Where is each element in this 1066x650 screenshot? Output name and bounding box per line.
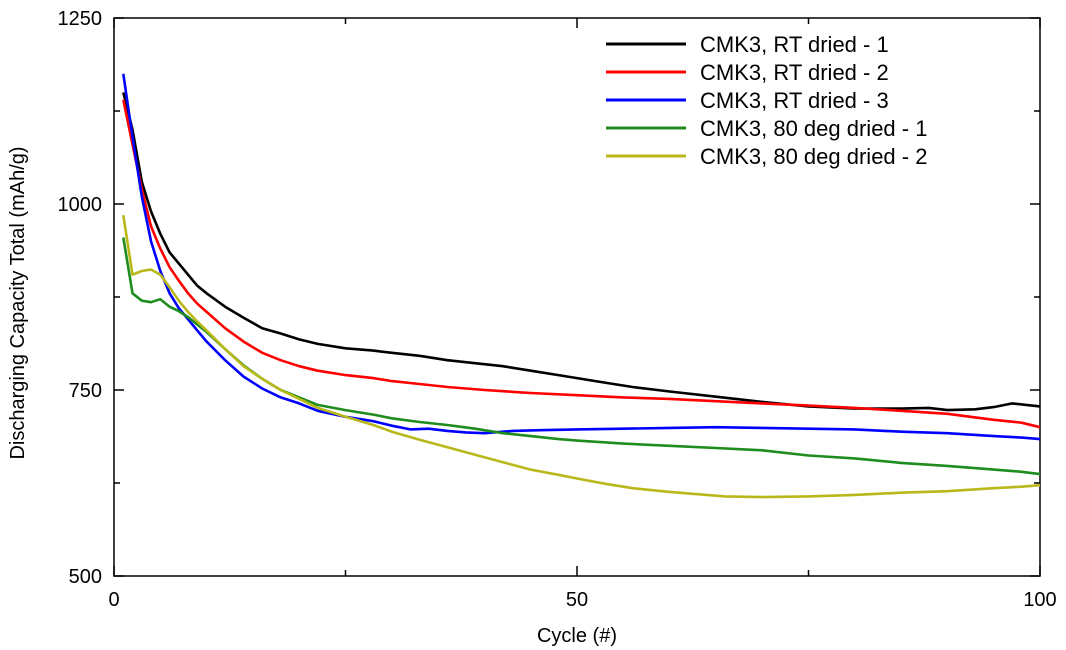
legend-label-5: CMK3, 80 deg dried - 2 bbox=[700, 144, 927, 169]
legend: CMK3, RT dried - 1 CMK3, RT dried - 2 CMK3… bbox=[606, 32, 927, 169]
y-axis-title: Discharging Capacity Total (mAh/g) bbox=[7, 146, 29, 459]
x-tick-label: 50 bbox=[566, 589, 588, 611]
legend-label-4: CMK3, 80 deg dried - 1 bbox=[700, 116, 927, 141]
series-line-4 bbox=[122, 237, 1041, 476]
series-line-5 bbox=[122, 215, 1041, 499]
y-tick-label: 500 bbox=[69, 566, 102, 588]
legend-label-3: CMK3, RT dried - 3 bbox=[700, 88, 889, 113]
series-layer bbox=[122, 73, 1041, 499]
series-line-3 bbox=[122, 73, 1041, 441]
axes-layer: 0 50 100 500 750 1000 1250 bbox=[58, 8, 1057, 611]
legend-label-1: CMK3, RT dried - 1 bbox=[700, 32, 889, 57]
legend-label-2: CMK3, RT dried - 2 bbox=[700, 60, 889, 85]
x-tick-label: 0 bbox=[108, 589, 119, 611]
y-tick-label: 1250 bbox=[58, 8, 103, 30]
y-tick-label: 1000 bbox=[58, 194, 103, 216]
y-tick-label: 750 bbox=[69, 380, 102, 402]
x-tick-label: 100 bbox=[1023, 589, 1056, 611]
series-line-2 bbox=[122, 99, 1041, 429]
x-axis-title: Cycle (#) bbox=[537, 625, 617, 647]
